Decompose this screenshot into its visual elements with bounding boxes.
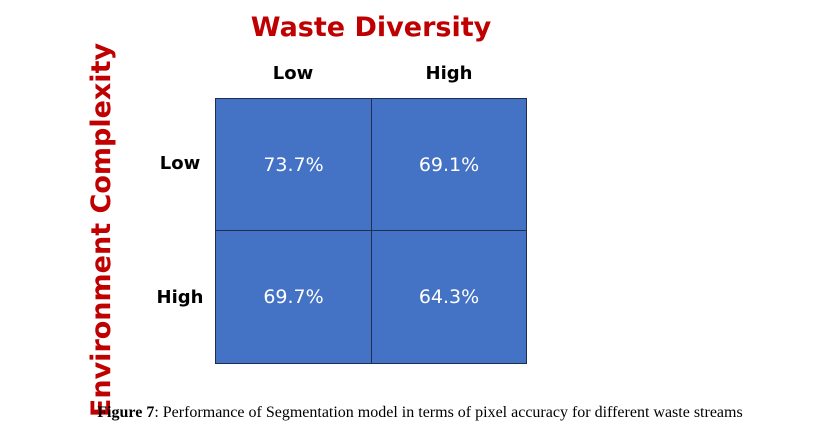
cell-low-env-low-diversity: 73.7% — [215, 98, 372, 231]
figure-caption: Figure 7: Performance of Segmentation mo… — [0, 404, 840, 422]
row-label-high: High — [156, 287, 204, 308]
waste-diversity-title: Waste Diversity — [250, 12, 492, 43]
cell-low-env-high-diversity: 69.1% — [371, 98, 527, 231]
figure-caption-label: Figure 7 — [97, 404, 155, 421]
row-label-low: Low — [159, 153, 201, 174]
column-label-low: Low — [272, 63, 314, 84]
cell-high-env-high-diversity: 64.3% — [371, 230, 527, 364]
figure-caption-text: : Performance of Segmentation model in t… — [154, 404, 743, 421]
cell-high-env-low-diversity: 69.7% — [215, 230, 372, 364]
column-label-high: High — [425, 63, 473, 84]
environment-complexity-title: Environment Complexity — [86, 42, 117, 418]
